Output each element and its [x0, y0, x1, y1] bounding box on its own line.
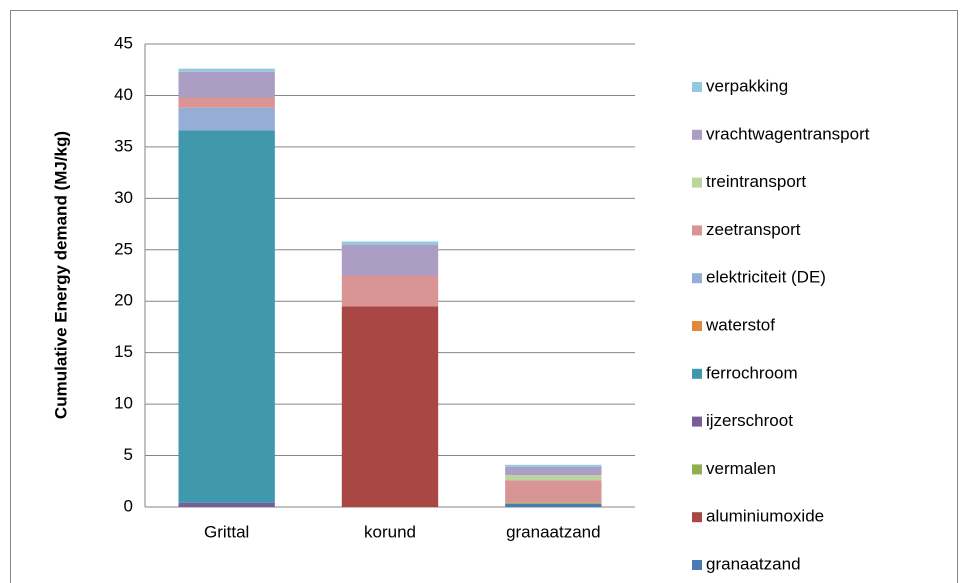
- legend-swatch: [692, 82, 702, 92]
- bar-segment: [178, 502, 275, 507]
- legend-label: ijzerschroot: [706, 411, 793, 430]
- chart-border: [10, 10, 958, 583]
- bar-segment: [505, 480, 602, 503]
- x-tick-label: korund: [364, 522, 416, 541]
- bar-segment: [178, 68, 275, 72]
- legend-label: waterstof: [705, 315, 775, 334]
- legend-label: aluminiumoxide: [706, 507, 824, 526]
- y-tick-label: 20: [114, 291, 133, 310]
- y-tick-label: 10: [114, 394, 133, 413]
- bar-segment: [505, 475, 602, 481]
- legend-swatch: [692, 273, 702, 284]
- bar-segment: [505, 464, 602, 467]
- legend-label: vermalen: [706, 459, 776, 478]
- bar-segment: [178, 130, 275, 503]
- legend-label: ferrochroom: [706, 363, 798, 382]
- legend-label: granaatzand: [706, 554, 801, 573]
- bar-segment: [505, 503, 602, 507]
- y-tick-label: 25: [114, 239, 133, 258]
- legend-label: treintransport: [706, 172, 806, 191]
- bar-segment: [341, 241, 439, 245]
- y-tick-label: 40: [114, 85, 133, 104]
- legend-swatch: [692, 177, 702, 188]
- legend-swatch: [692, 321, 702, 331]
- bar-segment: [341, 244, 439, 276]
- legend-swatch: [692, 416, 702, 427]
- legend-swatch: [692, 512, 702, 523]
- legend-swatch: [692, 464, 702, 475]
- legend-label: verpakking: [706, 76, 788, 95]
- bar-segment: [178, 71, 275, 98]
- x-tick-label: granaatzand: [506, 522, 601, 541]
- y-tick-label: 45: [114, 33, 133, 52]
- legend-swatch: [692, 129, 702, 140]
- x-tick-label: Grittal: [204, 522, 249, 541]
- bar-segment: [178, 107, 275, 131]
- legend-label: zeetransport: [706, 220, 801, 239]
- legend-swatch: [692, 560, 702, 570]
- y-axis-label: Cumulative Energy demand (MJ/kg): [51, 131, 70, 419]
- bar-segment: [341, 306, 439, 507]
- y-tick-label: 5: [124, 445, 133, 464]
- y-tick-label: 15: [114, 342, 133, 361]
- legend-label: elektriciteit (DE): [706, 268, 826, 287]
- bar-segment: [341, 275, 439, 307]
- legend-swatch: [692, 225, 702, 236]
- bar-segment: [505, 466, 602, 476]
- bar-segment: [505, 502, 602, 504]
- legend-swatch: [692, 368, 702, 379]
- y-tick-label: 35: [114, 136, 133, 155]
- bar-segment: [178, 97, 275, 108]
- legend-label: vrachtwagentransport: [706, 124, 870, 143]
- y-tick-label: 30: [114, 188, 133, 207]
- y-tick-label: 0: [124, 496, 133, 515]
